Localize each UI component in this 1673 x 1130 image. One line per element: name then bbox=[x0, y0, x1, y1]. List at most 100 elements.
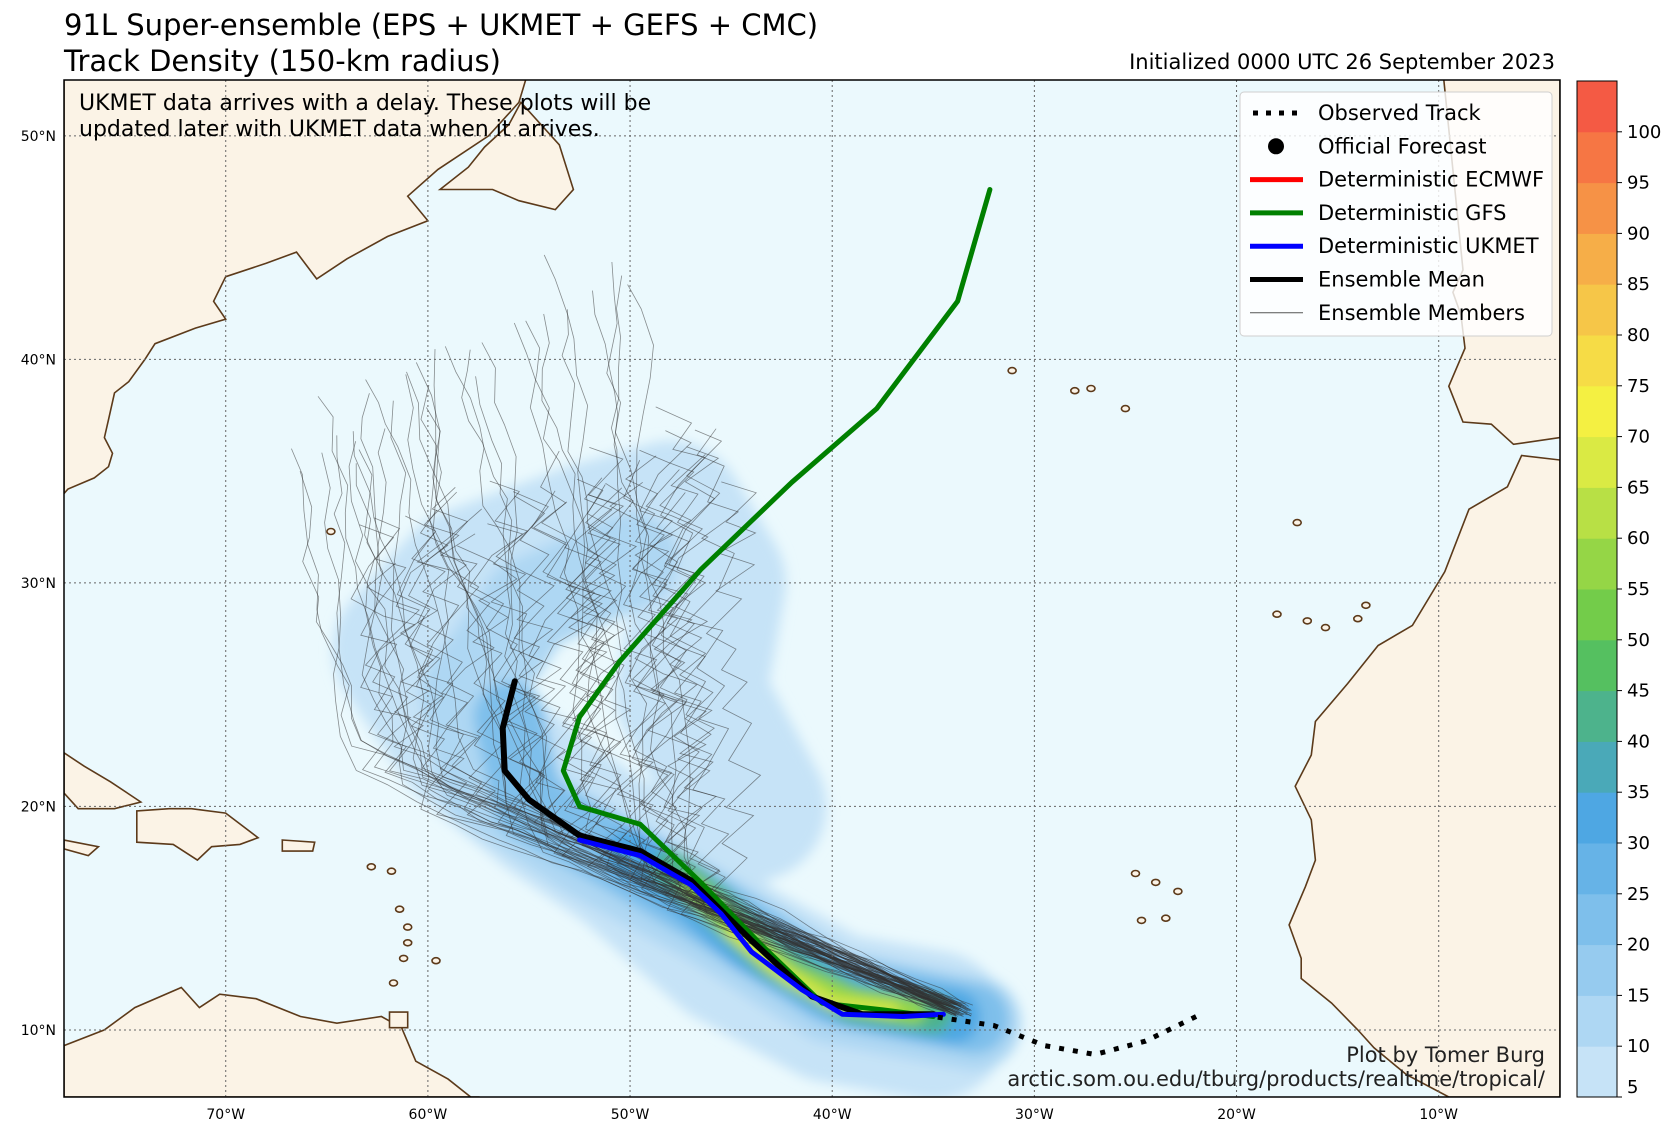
newfoundland-land bbox=[437, 101, 575, 211]
colorbar-tick-label: 80 bbox=[1627, 325, 1650, 346]
legend-item: Deterministic UKMET bbox=[1250, 234, 1539, 258]
azores-2-island bbox=[1070, 386, 1080, 395]
legend-label: Official Forecast bbox=[1318, 134, 1486, 158]
ensemble-member-track bbox=[663, 446, 961, 1007]
ensemble-member-track bbox=[588, 482, 960, 1014]
hispaniola-land bbox=[136, 807, 260, 862]
colorbar-segment bbox=[1577, 639, 1617, 692]
colorbar-tick-label: 10 bbox=[1627, 1036, 1650, 1057]
lon-label: 60°W bbox=[409, 1107, 448, 1123]
colorbar-tick-label: 50 bbox=[1627, 630, 1650, 651]
ensemble-member-track bbox=[627, 284, 957, 1016]
ensemble-member-track bbox=[399, 491, 963, 1016]
lon-label: 40°W bbox=[813, 1107, 852, 1123]
ensemble-member-track bbox=[659, 429, 945, 1005]
longitude-labels: 70°W 60°W 50°W 40°W 30°W 20°W 10°W bbox=[206, 1107, 1458, 1123]
colorbar-segment bbox=[1577, 233, 1617, 285]
colorbar-tick-label: 40 bbox=[1627, 731, 1650, 752]
colorbar-tick-label: 70 bbox=[1627, 427, 1650, 448]
legend-label: Ensemble Mean bbox=[1318, 268, 1485, 292]
initialization-time: Initialized 0000 UTC 26 September 2023 bbox=[1129, 50, 1555, 74]
map-frame bbox=[63, 79, 1561, 1098]
ensemble-member-track bbox=[639, 430, 949, 1007]
antilles-6-island bbox=[386, 867, 397, 876]
lat-label: 40°N bbox=[21, 352, 56, 368]
colorbar-segment bbox=[1577, 1046, 1617, 1098]
legend-item: Deterministic GFS bbox=[1250, 201, 1507, 225]
legend-swatch bbox=[1268, 138, 1284, 155]
colorbar-tick-label: 30 bbox=[1627, 833, 1650, 854]
lon-label: 20°W bbox=[1217, 1107, 1256, 1123]
north-america-land bbox=[64, 80, 527, 495]
colorbar-segment bbox=[1577, 538, 1617, 590]
ensemble-member-track bbox=[469, 480, 945, 1008]
colorbar-tick-label: 20 bbox=[1627, 935, 1650, 956]
colorbar-segment bbox=[1577, 385, 1617, 438]
canary-5-island bbox=[1361, 601, 1371, 610]
colorbar-segment bbox=[1577, 690, 1617, 742]
colorbar-segment bbox=[1577, 182, 1617, 234]
cape-verde-1-island bbox=[1130, 869, 1141, 878]
colorbar-tick-label: 85 bbox=[1627, 274, 1650, 295]
legend-label: Ensemble Members bbox=[1318, 301, 1525, 325]
colorbar-segment bbox=[1577, 995, 1617, 1047]
colorbar-tick-label: 55 bbox=[1627, 579, 1650, 600]
ensemble-member-track bbox=[557, 484, 969, 1007]
legend-label: Deterministic GFS bbox=[1318, 201, 1507, 225]
ensemble-member-track bbox=[457, 545, 968, 1014]
ensemble-member-track bbox=[321, 452, 953, 1016]
colorbar-segment bbox=[1577, 335, 1617, 387]
azores-1-island bbox=[1007, 366, 1017, 375]
legend-box bbox=[1239, 91, 1553, 337]
colorbar-segment bbox=[1577, 284, 1617, 336]
colorbar-segment bbox=[1577, 792, 1617, 844]
ensemble-member-track bbox=[606, 460, 956, 1008]
canary-4-island bbox=[1353, 614, 1363, 623]
ensemble-member-tracks bbox=[291, 254, 973, 1017]
lat-label: 10°N bbox=[21, 1023, 56, 1039]
antilles-4-island bbox=[398, 954, 409, 963]
cuba-land bbox=[64, 751, 143, 810]
cape-verde-5-island bbox=[1136, 916, 1147, 925]
ensemble-member-track bbox=[624, 455, 954, 1011]
colorbar: 5 10 15 20 25 30 35 40 45 50 55 60 65 70 75 80 85 90 95 100 bbox=[1576, 80, 1661, 1098]
bermuda-island bbox=[326, 527, 336, 536]
colorbar-tick-label: 25 bbox=[1627, 884, 1650, 905]
colorbar-tick-label: 15 bbox=[1627, 985, 1650, 1006]
colorbar-tick-label: 90 bbox=[1627, 223, 1650, 244]
legend-item: Official Forecast bbox=[1268, 134, 1486, 158]
lon-label: 50°W bbox=[611, 1107, 650, 1123]
antilles-3-island bbox=[402, 938, 413, 947]
ensemble-member-track bbox=[390, 400, 972, 1011]
chart-subtitle: Track Density (150-km radius) bbox=[64, 44, 501, 78]
lon-label: 30°W bbox=[1015, 1107, 1054, 1123]
colorbar-tick-label: 95 bbox=[1627, 173, 1650, 194]
colorbar-tick-label: 65 bbox=[1627, 477, 1650, 498]
colorbar-segment bbox=[1577, 131, 1617, 184]
notice-line-2: updated later with UKMET data when it ar… bbox=[79, 117, 600, 142]
south-america-land bbox=[64, 986, 480, 1097]
colorbar-segment bbox=[1577, 741, 1617, 793]
legend-item: Observed Track bbox=[1253, 101, 1481, 125]
trinidad-land bbox=[388, 1011, 409, 1029]
ensemble-member-track bbox=[606, 261, 962, 1007]
colorbar-segment bbox=[1577, 893, 1617, 946]
colorbar-segment bbox=[1577, 589, 1617, 641]
ensemble-member-track bbox=[579, 487, 953, 1007]
colorbar-segment bbox=[1577, 944, 1617, 996]
colorbar-segment bbox=[1577, 487, 1617, 539]
colorbar-tick-label: 5 bbox=[1627, 1077, 1638, 1098]
ensemble-member-track bbox=[393, 515, 972, 1017]
legend-item: Ensemble Mean bbox=[1250, 268, 1485, 292]
legend-label: Deterministic UKMET bbox=[1318, 234, 1539, 258]
ensemble-member-track bbox=[481, 342, 964, 1017]
chart-title: 91L Super-ensemble (EPS + UKMET + GEFS +… bbox=[64, 8, 819, 42]
credit-name: Plot by Tomer Burg bbox=[1346, 1043, 1545, 1067]
ensemble-member-track bbox=[561, 478, 951, 1008]
azores-4-island bbox=[1120, 404, 1131, 413]
antilles-5-island bbox=[388, 979, 399, 987]
legend: Observed Track Official Forecast Determini… bbox=[1239, 91, 1553, 337]
azores-3-island bbox=[1086, 384, 1096, 393]
colorbar-tick-label: 35 bbox=[1627, 782, 1650, 803]
antilles-7-island bbox=[366, 862, 377, 871]
